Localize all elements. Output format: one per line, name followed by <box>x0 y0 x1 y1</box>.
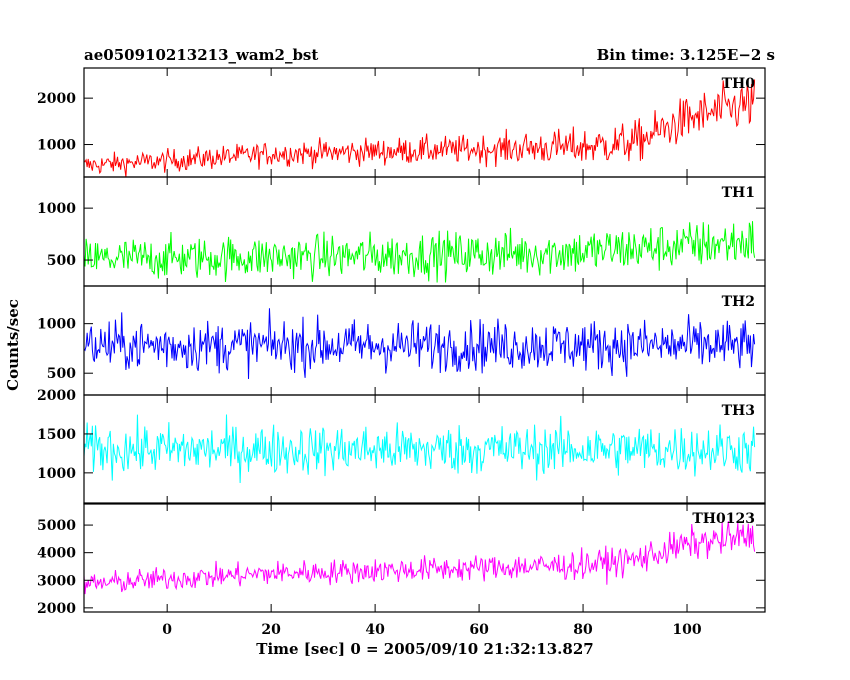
panel-th0123: 2000 3000 4000 5000 TH0123 <box>37 502 766 617</box>
y-tick-label: 2000 <box>37 601 76 617</box>
y-axis-title: Counts/sec <box>4 299 22 391</box>
y-tick-label: 2000 <box>37 91 76 107</box>
y-tick-label: 5000 <box>37 518 76 534</box>
y-tick-label: 2000 <box>37 388 76 404</box>
y-tick-label: 4000 <box>37 546 76 562</box>
x-tick-label: 20 <box>261 622 281 638</box>
series-line-th0123 <box>84 521 756 595</box>
panel-th0: 1000 2000 TH0 <box>37 67 766 178</box>
panel-frame <box>83 394 766 505</box>
series-line-th1 <box>84 221 756 283</box>
panel-label: TH1 <box>722 185 755 201</box>
x-tick-label: 100 <box>672 622 701 638</box>
y-tick-label: 1000 <box>37 466 76 482</box>
panel-label: TH0123 <box>692 511 755 527</box>
y-tick-label: 1500 <box>37 427 76 443</box>
x-tick-label: 80 <box>573 622 593 638</box>
chart-title: ae050910213213_wam2_bst <box>84 46 318 64</box>
x-axis-labels: 0 20 40 60 80 100 <box>162 622 702 638</box>
y-tick-label: 1000 <box>37 201 76 217</box>
y-tick-label: 500 <box>47 366 76 382</box>
panel-label: TH2 <box>722 294 755 310</box>
x-axis-title: Time [sec] 0 = 2005/09/10 21:32:13.827 <box>256 640 593 658</box>
series-line-th2 <box>84 308 756 379</box>
y-tick-label: 1000 <box>37 317 76 333</box>
x-tick-label: 40 <box>365 622 385 638</box>
panel-frame <box>83 67 766 178</box>
panel-label: TH3 <box>722 403 755 419</box>
panels-group: 1000 2000 TH0 500 1000 TH1 500 1000 TH2 1000 1500 2… <box>37 67 766 617</box>
panel-th3: 1000 1500 2000 TH3 <box>37 388 766 505</box>
x-tick-label: 0 <box>162 622 172 638</box>
y-tick-label: 500 <box>47 253 76 269</box>
y-tick-label: 1000 <box>37 138 76 154</box>
panel-th1: 500 1000 TH1 <box>37 176 766 287</box>
panel-label: TH0 <box>722 76 756 92</box>
series-line-th0 <box>84 79 756 177</box>
y-tick-label: 3000 <box>37 573 76 589</box>
panel-th2: 500 1000 TH2 <box>37 285 766 396</box>
panel-frame <box>83 502 766 613</box>
bin-time-label: Bin time: 3.125E−2 s <box>597 46 775 64</box>
x-tick-label: 60 <box>469 622 489 638</box>
series-line-th3 <box>84 414 756 484</box>
